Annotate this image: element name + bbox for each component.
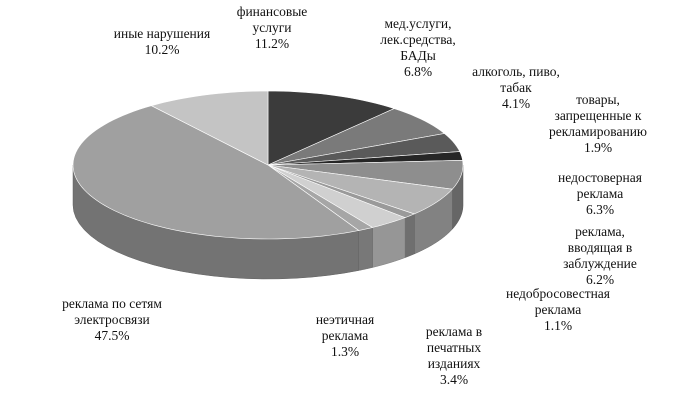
slice-value: 1.1% [544, 318, 572, 333]
slice-label-line: финансовые [237, 4, 308, 19]
slice-value: 6.3% [586, 202, 614, 217]
slice-label: неэтичная реклама 1.3% [316, 312, 374, 359]
slice-value: 1.3% [331, 344, 359, 359]
slice-label-line: запрещенные к [555, 108, 642, 123]
slice-value: 4.1% [502, 96, 530, 111]
slice-value: 6.8% [404, 64, 432, 79]
pie-slice-side [404, 213, 415, 259]
slice-label-line: реклама [577, 186, 623, 201]
slice-label-line: мед.услуги, [385, 16, 452, 31]
pie-slice-side [358, 227, 373, 271]
slice-label-line: табак [500, 80, 532, 95]
pie-sides [72, 164, 464, 280]
slice-label-line: недостоверная [558, 170, 642, 185]
slice-label-line: реклама по сетям [62, 296, 162, 311]
slice-label: мед.услуги, лек.средства, БАДы 6.8% [380, 16, 456, 79]
slice-label-line: иные нарушения [114, 26, 210, 41]
slice-label-line: алкоголь, пиво, [472, 64, 560, 79]
pie-slice [267, 164, 453, 215]
slice-value: 10.2% [145, 42, 180, 57]
slice-label-line: БАДы [400, 48, 436, 63]
slice-label: реклама, вводящая в заблуждение 6.2% [563, 224, 637, 287]
slice-label-line: вводящая в [568, 240, 632, 255]
slice-label-line: реклама [535, 302, 581, 317]
pie-slice [267, 90, 396, 166]
slice-label-line: услуги [253, 20, 292, 35]
slice-label-line: рекламированию [549, 124, 647, 139]
slice-label: реклама в печатных изданиях 3.4% [426, 324, 482, 387]
slice-label: недостоверная реклама 6.3% [558, 170, 642, 217]
slice-value: 47.5% [95, 328, 130, 343]
slice-label: недобросовестная реклама 1.1% [506, 286, 610, 333]
pie-slice [267, 133, 461, 166]
slice-label: алкоголь, пиво, табак 4.1% [472, 64, 560, 111]
slice-label-line: реклама, [575, 224, 625, 239]
slice-label-line: изданиях [428, 356, 481, 371]
slice-label-line: неэтичная [316, 312, 374, 327]
slice-label-line: печатных [427, 340, 482, 355]
slice-label: реклама по сетям электросвязи 47.5% [62, 296, 162, 343]
slice-value: 3.4% [440, 372, 468, 387]
slice-label: товары, запрещенные к рекламированию 1.9% [549, 92, 647, 155]
pie-slice [267, 164, 406, 228]
slice-label-line: электросвязи [74, 312, 150, 327]
pie-labels: финансовые услуги 11.2% мед.услуги, лек.сред… [62, 4, 647, 387]
slice-value: 11.2% [255, 36, 289, 51]
pie-slice [72, 105, 360, 240]
slice-label-line: реклама в [426, 324, 482, 339]
slice-label-line: заблуждение [563, 256, 637, 271]
slice-value: 6.2% [586, 272, 614, 287]
pie-tops [72, 90, 464, 240]
pie-slice [150, 90, 269, 166]
slice-label-line: лек.средства, [380, 32, 456, 47]
slice-label-line: реклама [322, 328, 368, 343]
slice-label-line: недобросовестная [506, 286, 610, 301]
slice-label: финансовые услуги 11.2% [237, 4, 308, 51]
slice-value: 1.9% [584, 140, 612, 155]
pie-slice [267, 108, 446, 166]
slice-label: иные нарушения 10.2% [114, 26, 210, 57]
pie-slice [267, 160, 464, 190]
slice-label-line: товары, [576, 92, 620, 107]
